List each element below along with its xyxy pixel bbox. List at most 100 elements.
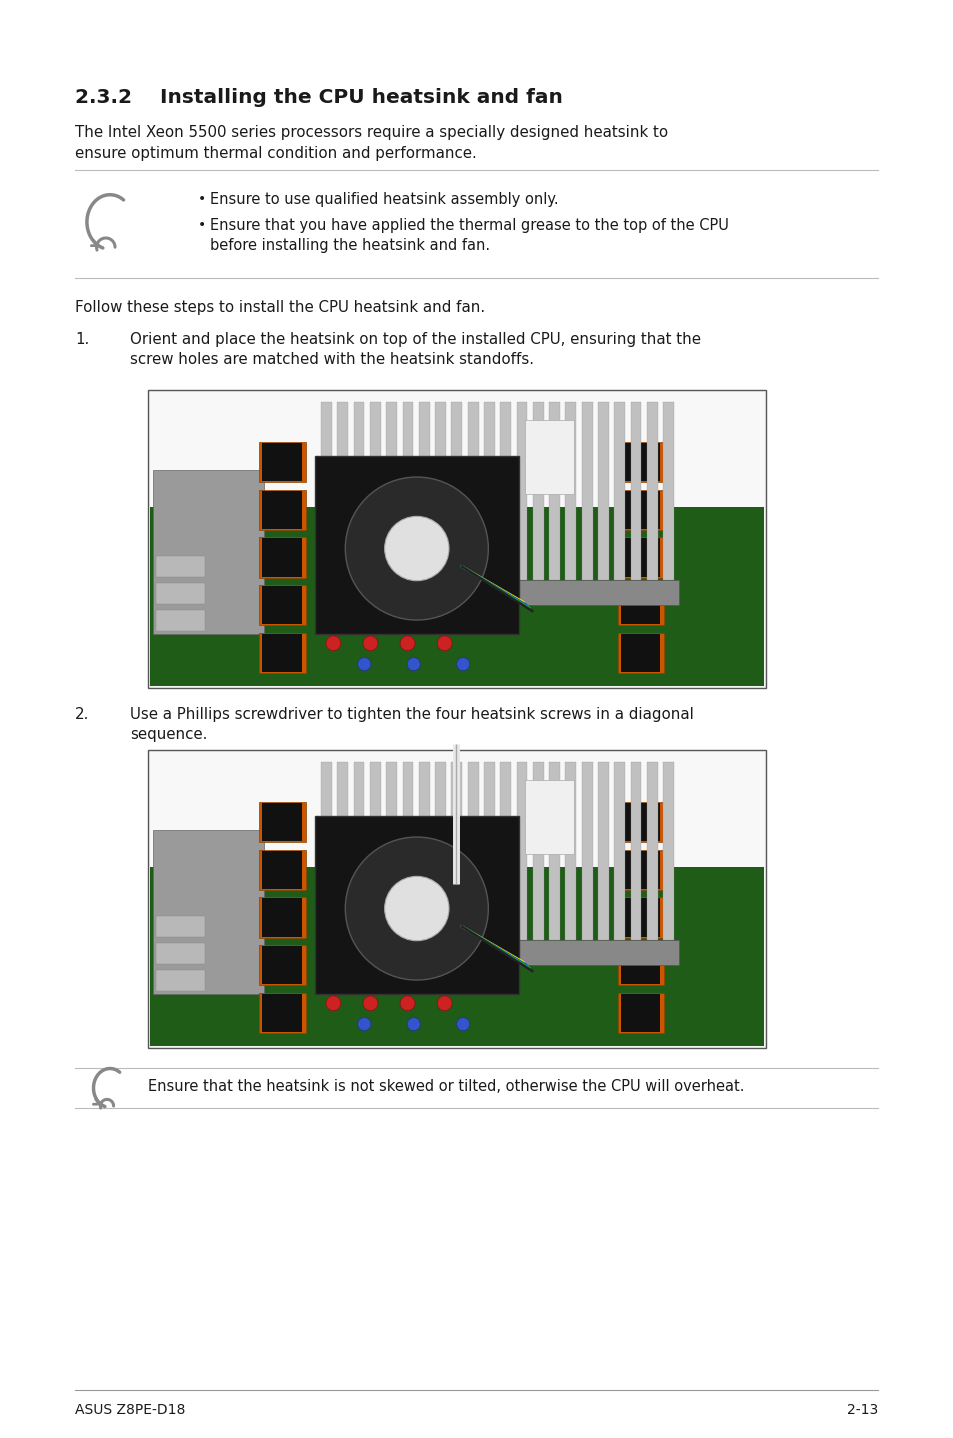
Bar	[156, 969, 205, 991]
Circle shape	[326, 997, 340, 1011]
Text: Orient and place the heatsink on top of the installed CPU, ensuring that the: Orient and place the heatsink on top of …	[130, 332, 700, 347]
Bar	[150, 508, 763, 686]
Text: The Intel Xeon 5500 series processors require a specially designed heatsink to: The Intel Xeon 5500 series processors re…	[75, 125, 667, 139]
Bar	[662, 762, 674, 940]
Bar	[617, 633, 663, 673]
Bar	[152, 831, 264, 994]
Bar	[402, 762, 413, 940]
Bar	[620, 490, 659, 529]
Bar	[617, 945, 663, 985]
Bar	[150, 393, 763, 686]
Text: Ensure that the heatsink is not skewed or tilted, otherwise the CPU will overhea: Ensure that the heatsink is not skewed o…	[148, 1078, 743, 1094]
Bar	[467, 762, 478, 940]
Bar	[386, 401, 396, 581]
Bar	[620, 538, 659, 577]
Bar	[148, 751, 765, 1048]
Bar	[614, 762, 624, 940]
Bar	[259, 897, 305, 938]
Circle shape	[363, 997, 377, 1011]
Bar	[581, 762, 592, 940]
Bar	[524, 420, 574, 495]
Bar	[617, 490, 663, 531]
Text: Follow these steps to install the CPU heatsink and fan.: Follow these steps to install the CPU he…	[75, 301, 485, 315]
Bar	[598, 401, 608, 581]
Bar	[148, 390, 765, 687]
Bar	[259, 945, 305, 985]
Bar	[620, 851, 659, 889]
Bar	[259, 585, 305, 626]
Circle shape	[357, 1018, 371, 1031]
Bar	[259, 802, 305, 843]
Circle shape	[436, 997, 452, 1011]
Bar	[435, 762, 445, 940]
Bar	[620, 634, 659, 672]
Circle shape	[399, 997, 415, 1011]
Bar	[262, 587, 301, 624]
Text: Use a Phillips screwdriver to tighten the four heatsink screws in a diagonal: Use a Phillips screwdriver to tighten th…	[130, 707, 693, 722]
Bar	[483, 762, 495, 940]
Bar	[533, 762, 543, 940]
Bar	[156, 582, 205, 604]
Bar	[262, 490, 301, 529]
Bar	[262, 802, 301, 841]
Text: •: •	[198, 193, 206, 206]
Bar	[662, 401, 674, 581]
Bar	[467, 401, 478, 581]
Bar	[418, 762, 429, 940]
Bar	[617, 850, 663, 890]
Circle shape	[407, 1018, 420, 1031]
Bar	[156, 610, 205, 631]
Bar	[549, 762, 559, 940]
Bar	[630, 401, 640, 581]
Bar	[620, 899, 659, 936]
Bar	[516, 762, 527, 940]
Bar	[617, 538, 663, 578]
Bar	[524, 779, 574, 854]
Bar	[617, 992, 663, 1032]
Circle shape	[399, 636, 415, 651]
Bar	[617, 585, 663, 626]
Bar	[259, 633, 305, 673]
Bar	[314, 456, 518, 634]
Text: Ensure to use qualified heatsink assembly only.: Ensure to use qualified heatsink assembl…	[210, 193, 558, 207]
Circle shape	[407, 657, 420, 670]
Bar	[259, 850, 305, 890]
Bar	[620, 802, 659, 841]
Circle shape	[456, 657, 469, 670]
Bar	[451, 762, 462, 940]
Circle shape	[384, 876, 449, 940]
Bar	[370, 401, 380, 581]
Bar	[499, 762, 511, 940]
Text: Ensure that you have applied the thermal grease to the top of the CPU: Ensure that you have applied the thermal…	[210, 219, 728, 233]
Text: •: •	[198, 219, 206, 232]
Bar	[321, 401, 332, 581]
Bar	[156, 557, 205, 577]
Circle shape	[363, 636, 377, 651]
Text: 2.3.2    Installing the CPU heatsink and fan: 2.3.2 Installing the CPU heatsink and fa…	[75, 88, 562, 106]
Bar	[262, 538, 301, 577]
Circle shape	[357, 657, 371, 670]
Bar	[337, 762, 348, 940]
Bar	[565, 401, 576, 581]
Bar	[581, 401, 592, 581]
Bar	[499, 401, 511, 581]
Bar	[259, 992, 305, 1032]
Text: sequence.: sequence.	[130, 728, 207, 742]
Bar	[451, 401, 462, 581]
Bar	[418, 401, 429, 581]
Bar	[321, 940, 679, 965]
Bar	[150, 867, 763, 1045]
Bar	[262, 634, 301, 672]
Bar	[620, 994, 659, 1032]
Bar	[565, 762, 576, 940]
Bar	[630, 762, 640, 940]
Bar	[620, 587, 659, 624]
Bar	[402, 401, 413, 581]
Text: ensure optimum thermal condition and performance.: ensure optimum thermal condition and per…	[75, 147, 476, 161]
Bar	[354, 401, 364, 581]
Bar	[321, 581, 679, 604]
Bar	[337, 401, 348, 581]
Bar	[435, 401, 445, 581]
Bar	[549, 401, 559, 581]
Text: screw holes are matched with the heatsink standoffs.: screw holes are matched with the heatsin…	[130, 352, 534, 367]
